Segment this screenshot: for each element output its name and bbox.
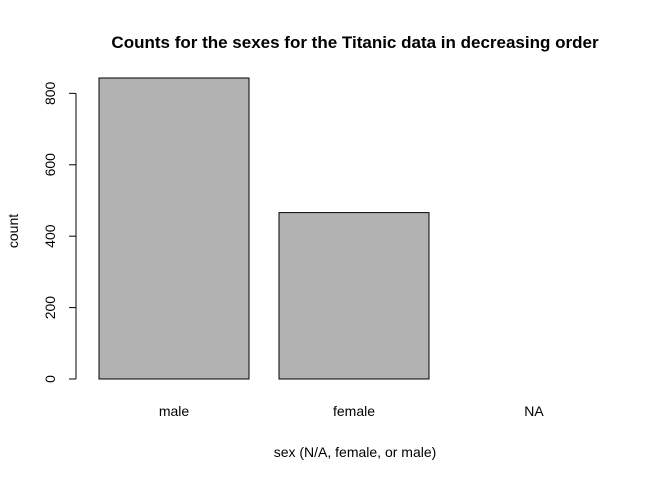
x-axis-label: sex (N/A, female, or male) xyxy=(274,444,437,460)
x-tick-label-male: male xyxy=(159,403,190,419)
x-tick-labels: male female NA xyxy=(159,403,545,419)
bars-group xyxy=(98,77,430,380)
chart-title: Counts for the sexes for the Titanic dat… xyxy=(111,33,599,52)
x-tick-label-na: NA xyxy=(524,403,544,419)
y-tick-label-400: 400 xyxy=(42,224,58,248)
bar-female xyxy=(278,212,430,380)
y-tick-label-200: 200 xyxy=(42,296,58,320)
y-tick-label-800: 800 xyxy=(42,81,58,105)
y-tick-label-600: 600 xyxy=(42,153,58,177)
y-tick-label-0: 0 xyxy=(42,375,58,383)
y-axis: 0 200 400 600 800 xyxy=(42,81,77,383)
bar-male xyxy=(98,77,250,380)
y-axis-label: count xyxy=(5,214,21,248)
x-tick-label-female: female xyxy=(333,403,375,419)
